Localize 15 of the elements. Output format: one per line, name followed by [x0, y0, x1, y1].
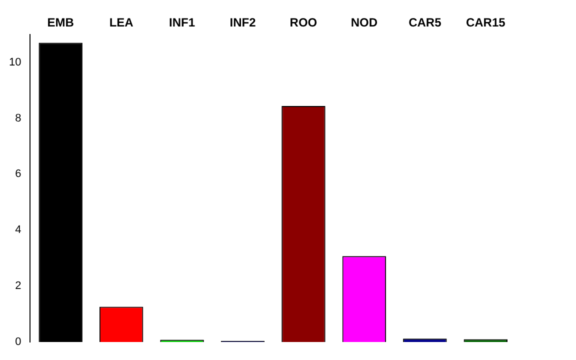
y-tick-label: 6 — [15, 168, 22, 180]
x-tick-label: NOD — [350, 16, 378, 30]
x-tick-label: EMB — [47, 16, 74, 30]
x-tick-label: CAR5 — [408, 16, 442, 30]
y-tick-label: 2 — [15, 280, 22, 292]
y-tick-label: 8 — [15, 112, 22, 124]
x-tick-label: CAR15 — [466, 16, 506, 30]
bar — [38, 42, 82, 342]
y-tick-label: 10 — [8, 56, 22, 68]
x-tick-label: INF1 — [169, 16, 196, 30]
y-tick-label: 4 — [15, 224, 22, 236]
x-tick-label: INF2 — [230, 16, 256, 30]
x-tick-label: LEA — [109, 16, 134, 30]
y-tick-label: 0 — [15, 336, 22, 348]
x-tick-label: ROO — [290, 16, 318, 30]
